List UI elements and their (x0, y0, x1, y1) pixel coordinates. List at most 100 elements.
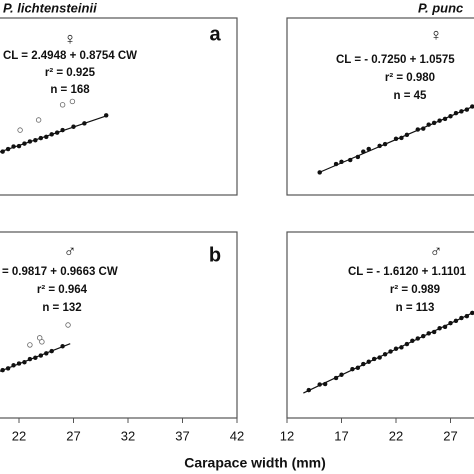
x-tick-label: 12 (280, 428, 294, 443)
data-point (339, 159, 344, 165)
data-point (361, 149, 366, 154)
x-tick-label: 37 (175, 428, 189, 443)
data-point (44, 134, 49, 140)
data-point (322, 381, 328, 387)
outlier-point (65, 322, 71, 328)
data-point (415, 127, 421, 132)
x-tick-label: 32 (121, 428, 135, 443)
plot-frame (0, 231, 238, 419)
data-point (464, 107, 470, 112)
data-point (0, 149, 5, 154)
data-point (426, 331, 431, 336)
data-point (339, 372, 344, 378)
data-point (103, 113, 109, 118)
outlier-point (17, 127, 23, 133)
plot-frame (0, 17, 238, 196)
data-point (0, 367, 5, 373)
data-point (49, 132, 54, 137)
data-point (54, 130, 60, 135)
r-squared: r² = 0.980 (385, 72, 435, 84)
data-point (5, 146, 11, 152)
data-point (38, 135, 44, 141)
data-point (11, 363, 16, 368)
data-point (377, 143, 382, 149)
data-point (44, 351, 49, 356)
data-point (442, 116, 448, 122)
data-point (11, 144, 16, 149)
outlier-point (35, 117, 42, 123)
regression-line (0, 115, 107, 153)
data-point (442, 324, 448, 330)
x-tick-label: 22 (12, 428, 26, 443)
data-point (49, 348, 54, 354)
regression-line (0, 343, 71, 372)
data-point (350, 366, 355, 372)
data-point (448, 113, 453, 119)
sample-size: n = 45 (394, 90, 428, 102)
data-point (82, 121, 87, 126)
data-point (361, 361, 366, 367)
data-point (317, 170, 322, 175)
sex-symbol: ♂ (64, 241, 77, 260)
data-point (366, 359, 371, 364)
data-point (421, 333, 426, 339)
data-point (366, 146, 371, 152)
data-point (71, 124, 76, 129)
data-point (453, 110, 459, 116)
data-point (22, 141, 27, 146)
plot-frame (286, 17, 474, 196)
data-point (333, 161, 339, 167)
data-point (437, 118, 442, 123)
data-point (388, 349, 393, 354)
data-point (33, 137, 38, 143)
data-point (431, 329, 437, 335)
equation: = 0.9817 + 0.9663 CW (2, 266, 118, 278)
data-point (453, 318, 459, 324)
x-tick-label: 17 (334, 428, 348, 443)
x-tick-label: 42 (230, 428, 244, 443)
x-tick-label: 22 (389, 428, 403, 443)
data-point (38, 353, 44, 358)
data-point (470, 310, 474, 316)
data-point (393, 136, 399, 142)
sex-symbol: ♀ (430, 25, 443, 44)
sample-size: n = 113 (396, 302, 435, 314)
sample-size: n = 168 (50, 84, 90, 96)
outlier-point (59, 102, 66, 108)
data-point (16, 143, 22, 149)
sex-symbol: ♂ (430, 241, 443, 260)
data-point (355, 154, 361, 160)
panel-title: P. lichtensteinii (3, 0, 97, 15)
data-point (431, 120, 437, 126)
data-point (459, 109, 464, 114)
data-point (404, 341, 410, 347)
x-tick-label: 27 (443, 428, 457, 443)
equation: CL = - 0.7250 + 1.0575 (336, 54, 455, 66)
data-point (399, 345, 404, 350)
data-point (404, 132, 410, 138)
data-point (399, 135, 404, 141)
panel-label: a (209, 23, 221, 45)
data-point (448, 320, 453, 326)
outlier-point (27, 342, 33, 348)
data-point (437, 326, 442, 331)
equation: CL = 2.4948 + 0.8754 CW (3, 50, 137, 62)
data-point (333, 375, 339, 381)
outlier-point (69, 98, 76, 105)
x-tick-label: 27 (66, 428, 80, 443)
data-point (459, 315, 464, 321)
data-point (317, 382, 322, 387)
r-squared: r² = 0.925 (45, 67, 96, 79)
data-point (464, 313, 470, 319)
x-axis-label: Carapace width (mm) (184, 455, 326, 471)
outlier-point (39, 339, 45, 345)
data-point (377, 355, 382, 360)
r-squared: r² = 0.989 (390, 284, 440, 296)
data-point (60, 127, 65, 133)
outlier-point (37, 335, 43, 341)
data-point (33, 355, 38, 361)
data-point (22, 359, 27, 365)
data-point (27, 356, 33, 362)
data-point (16, 361, 22, 366)
